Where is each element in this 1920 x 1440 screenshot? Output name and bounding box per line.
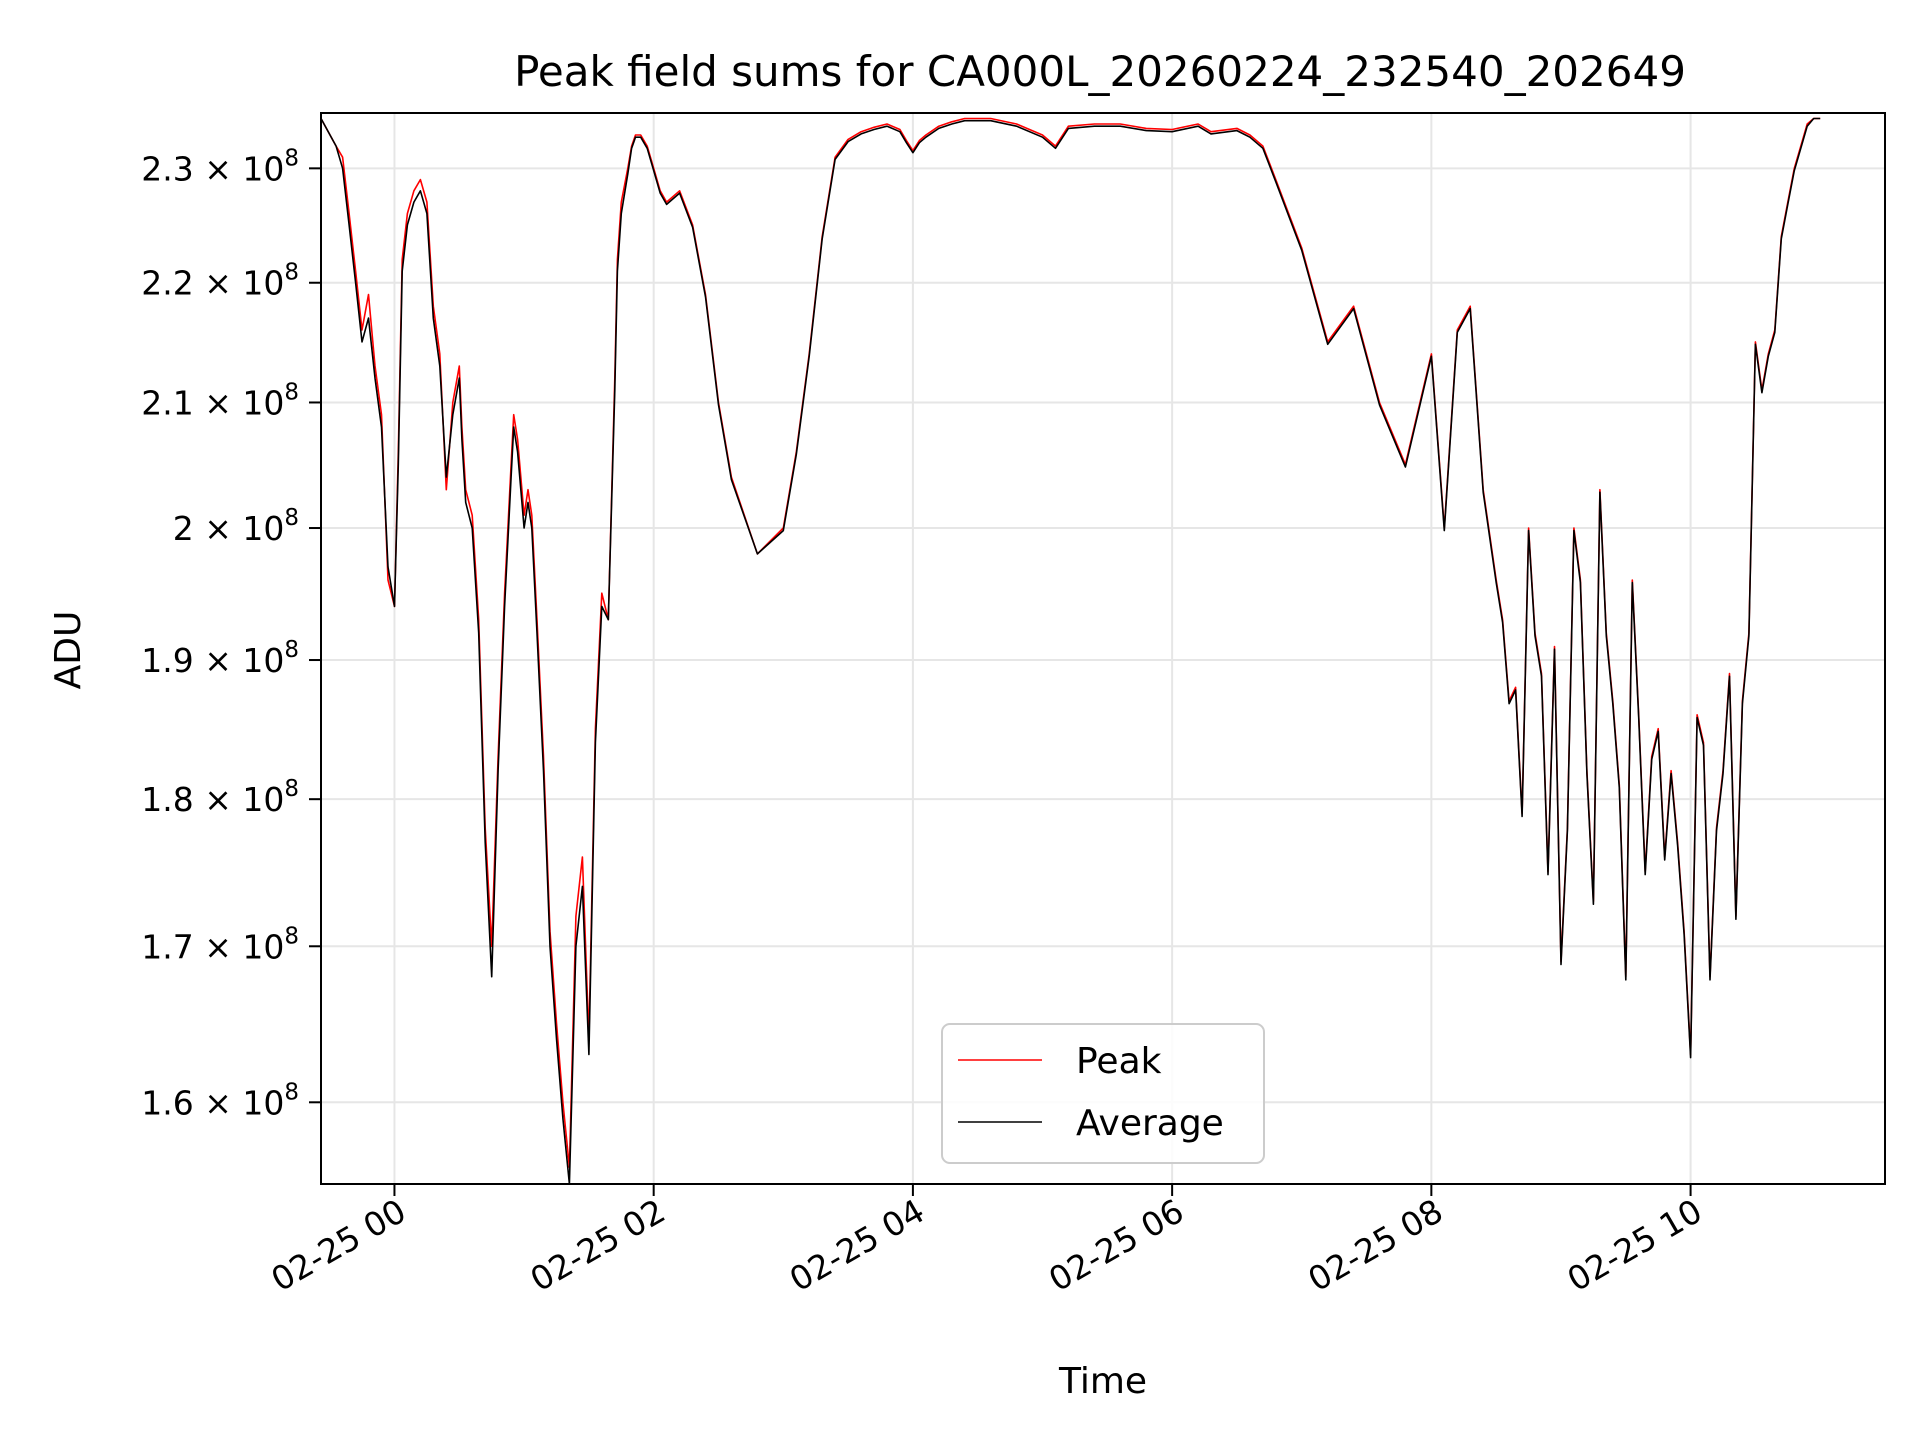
legend-label-average: Average [1076,1103,1224,1144]
y-axis-label: ADU [48,611,89,690]
y-tick-label: 1.9 × 108 [141,637,299,680]
y-tick-label: 2.1 × 108 [141,379,299,422]
legend-label-peak: Peak [1076,1041,1162,1082]
series-line-average [320,117,1821,1185]
y-tick-label: 2 × 108 [173,505,299,548]
legend: Peak Average [941,1023,1265,1164]
x-axis-label: Time [1058,1361,1147,1402]
plot-frame [320,112,1886,1185]
legend-box [941,1023,1265,1164]
plot-series [320,117,1821,1185]
y-axis-ticks: 1.6 × 108 1.7 × 108 1.8 × 108 1.9 × 108 2 × … [141,145,321,1122]
y-tick-label: 2.2 × 108 [141,260,299,303]
chart-title: Peak field sums for CA000L_20260224_2325… [514,47,1686,96]
y-tick-label: 1.7 × 108 [141,923,299,966]
grid [321,113,1885,1184]
y-tick-label: 2.3 × 108 [141,145,299,188]
y-tick-label: 1.6 × 108 [141,1079,299,1122]
y-tick-label: 1.8 × 108 [141,776,299,819]
